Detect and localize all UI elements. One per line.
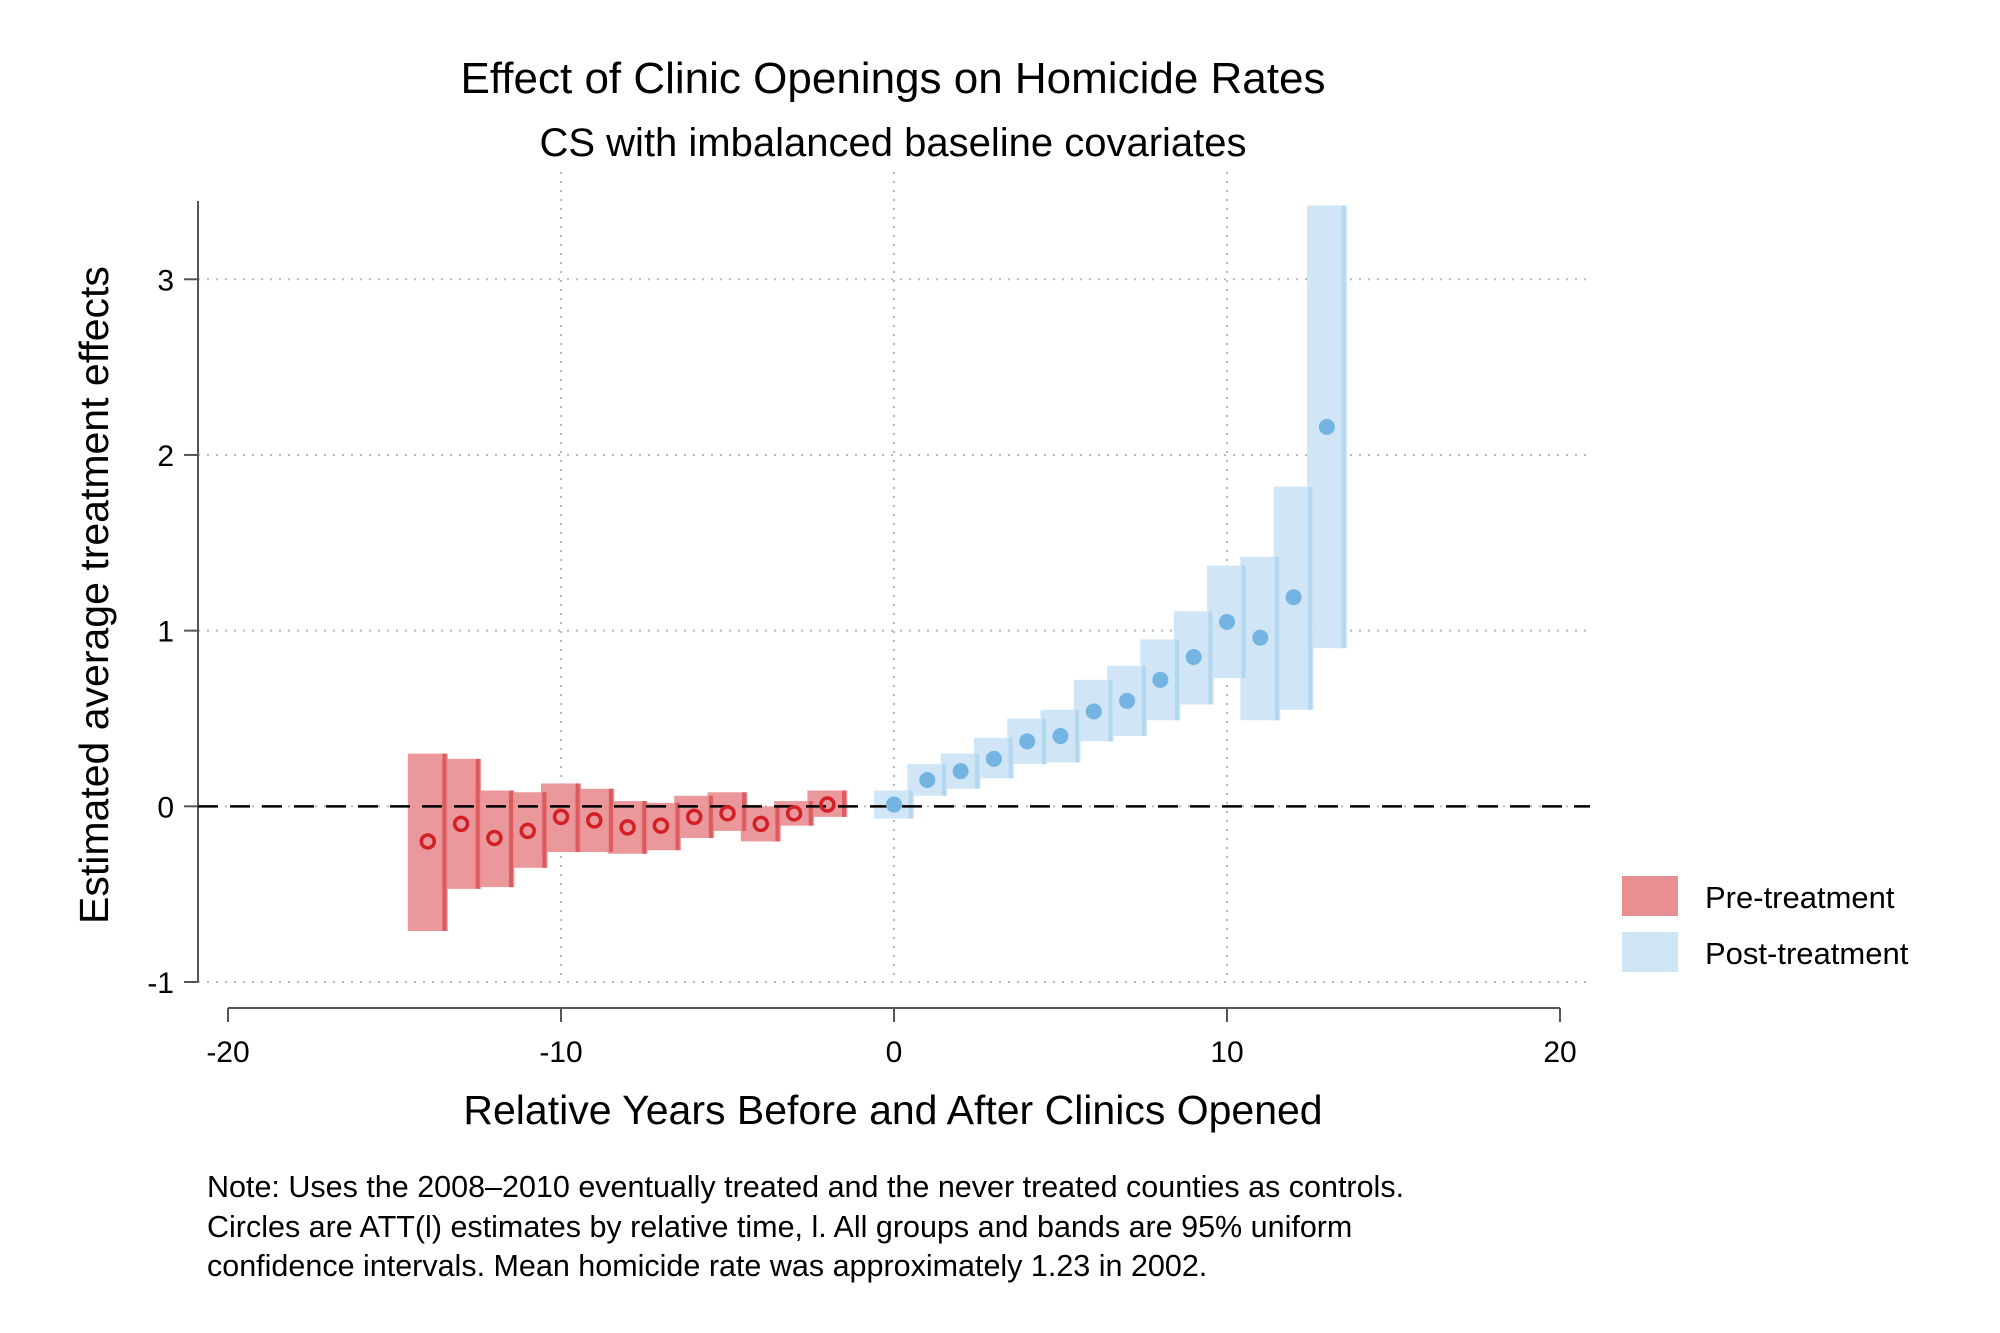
pre-treatment-point	[486, 829, 503, 847]
pre-treatment-point	[552, 808, 570, 826]
post-treatment-point	[1285, 589, 1302, 606]
chart-title: Effect of Clinic Openings on Homicide Ra…	[461, 54, 1326, 103]
pre-treatment-point	[519, 822, 536, 840]
post-treatment-point	[1052, 728, 1069, 745]
y-tick-label: 1	[157, 616, 174, 649]
post-treatment-point	[952, 763, 969, 780]
legend-label-pre-treatment: Pre-treatment	[1705, 880, 1895, 915]
post-treatment-point	[1185, 648, 1202, 665]
legend-swatch-post-treatment	[1622, 932, 1678, 972]
pre-treatment-point	[752, 815, 770, 833]
note-line-3: confidence intervals. Mean homicide rate…	[207, 1249, 1208, 1284]
x-tick-label: -20	[206, 1036, 249, 1069]
post-treatment-point	[1318, 418, 1335, 435]
post-treatment-point	[1119, 692, 1136, 709]
pre-treatment-point	[419, 833, 437, 850]
post-treatment-point	[1085, 703, 1102, 720]
legend-label-post-treatment: Post-treatment	[1705, 936, 1909, 971]
post-treatment-point	[1252, 629, 1269, 646]
point-estimates	[419, 418, 1335, 850]
confidence-bands	[407, 205, 1347, 932]
pre-treatment-band	[441, 758, 482, 889]
y-tick-label: 3	[157, 264, 174, 297]
x-tick-label: -10	[539, 1036, 582, 1069]
pre-treatment-point	[719, 805, 736, 822]
x-tick-label: 10	[1210, 1036, 1243, 1069]
y-tick-label: -1	[147, 967, 174, 1000]
x-tick-label: 20	[1543, 1036, 1576, 1069]
axes	[184, 201, 1561, 1022]
post-treatment-point	[1152, 671, 1169, 688]
y-tick-label: 2	[157, 440, 174, 473]
pre-treatment-point	[785, 805, 803, 822]
chart-subtitle: CS with imbalanced baseline covariates	[539, 121, 1246, 165]
figure-note: Note: Uses the 2008–2010 eventually trea…	[207, 1168, 1907, 1287]
pre-treatment-point	[452, 815, 470, 833]
gridlines	[198, 172, 1590, 983]
post-treatment-point	[1019, 733, 1036, 750]
legend: Pre-treatment Post-treatment	[1622, 876, 1909, 972]
post-treatment-point	[886, 796, 902, 813]
post-treatment-point	[1219, 613, 1235, 630]
pre-treatment-band	[807, 790, 848, 817]
pre-treatment-point	[819, 796, 836, 813]
pre-treatment-point	[619, 819, 636, 836]
x-tick-label: 0	[886, 1036, 903, 1069]
legend-swatch-pre-treatment	[1622, 876, 1678, 916]
x-axis-label: Relative Years Before and After Clinics …	[463, 1087, 1322, 1133]
note-line-1: Note: Uses the 2008–2010 eventually trea…	[207, 1170, 1405, 1204]
post-treatment-point	[985, 750, 1002, 767]
note-line-2: Circles are ATT(l) estimates by relative…	[207, 1209, 1353, 1244]
y-tick-label: 0	[157, 791, 174, 824]
pre-treatment-point	[685, 808, 703, 826]
post-treatment-point	[919, 771, 936, 788]
pre-treatment-point	[652, 817, 670, 834]
pre-treatment-point	[586, 812, 603, 829]
y-axis-label: Estimated average treatment effects	[71, 266, 117, 924]
